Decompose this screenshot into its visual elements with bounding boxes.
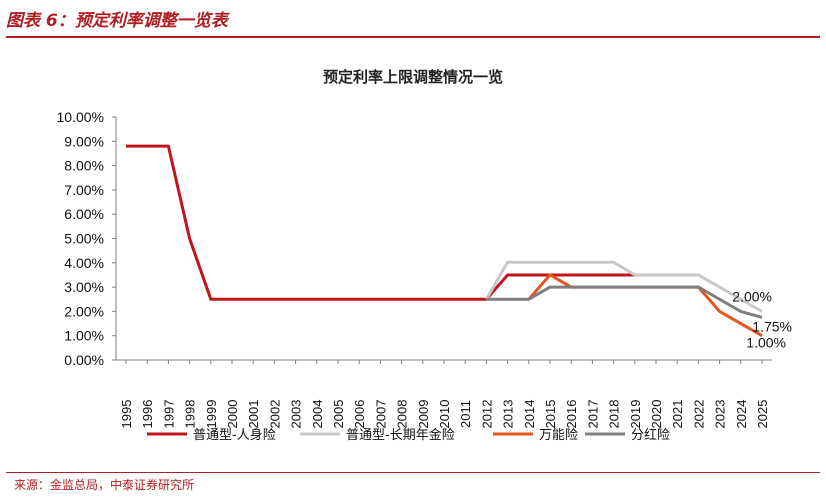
x-tick-label: 2022 xyxy=(691,400,706,429)
x-tick-label: 2009 xyxy=(416,400,431,429)
y-tick-label: 4.00% xyxy=(64,255,104,271)
x-tick-label: 2006 xyxy=(352,400,367,429)
y-tick-label: 3.00% xyxy=(64,279,104,295)
y-tick-label: 7.00% xyxy=(64,182,104,198)
y-tick-label: 2.00% xyxy=(64,303,104,319)
x-tick-label: 2013 xyxy=(501,400,516,429)
x-tick-label: 2014 xyxy=(522,400,537,429)
figure-title: 图表 6：预定利率调整一览表 xyxy=(6,11,228,31)
data-label: 1.75% xyxy=(752,318,792,334)
data-label: 1.00% xyxy=(746,335,786,351)
x-tick-label: 1995 xyxy=(119,400,134,429)
y-tick-label: 10.00% xyxy=(57,109,104,125)
x-tick-label: 1999 xyxy=(204,400,219,429)
x-tick-label: 2025 xyxy=(755,400,770,429)
header-rule xyxy=(6,36,820,38)
x-tick-label: 2020 xyxy=(649,400,664,429)
x-tick-label: 2011 xyxy=(458,400,473,428)
legend: 普通型-人身险 普通型-长期年金险 万能险 分红险 xyxy=(147,427,670,443)
y-tick-label: 0.00% xyxy=(64,352,104,368)
data-labels: 2.00% 1.75%1.00% xyxy=(732,288,792,350)
data-label: 2.00% xyxy=(732,288,772,304)
x-tick-label: 2018 xyxy=(607,400,622,429)
footer-rule xyxy=(6,472,820,473)
series-line-2 xyxy=(527,273,763,338)
line-chart: 预定利率上限调整情况一览 0.00% 1.00% 2.00% 3.00% 4.00% 5.… xyxy=(57,68,792,443)
x-tick-label: 2016 xyxy=(564,400,579,429)
series-layer xyxy=(126,144,763,338)
x-axis: 1995 1996 1997 1998 1999 2000 2001 2002 2003 2004… xyxy=(116,359,772,429)
chart-title: 预定利率上限调整情况一览 xyxy=(323,68,503,86)
x-tick-label: 2001 xyxy=(246,400,261,429)
x-tick-label: 1997 xyxy=(161,400,176,429)
y-tick-label: 6.00% xyxy=(64,206,104,222)
x-tick-label: 2019 xyxy=(628,400,643,429)
y-tick-label: 5.00% xyxy=(64,231,104,247)
legend-label: 普通型-人身险 xyxy=(193,427,276,443)
y-tick-label: 9.00% xyxy=(64,133,104,149)
x-tick-label: 2017 xyxy=(585,400,600,429)
x-tick-label: 1998 xyxy=(183,400,198,429)
legend-label: 分红险 xyxy=(631,427,670,443)
x-tick-label: 2024 xyxy=(734,400,749,429)
x-tick-label: 2005 xyxy=(331,400,346,429)
x-tick-label: 2012 xyxy=(479,400,494,429)
x-tick-label: 2021 xyxy=(670,400,685,429)
y-tick-label: 1.00% xyxy=(64,328,104,344)
series-line-1 xyxy=(485,260,763,313)
x-tick-label: 2015 xyxy=(543,400,558,429)
x-tick-label: 2023 xyxy=(713,400,728,429)
x-tick-label: 2002 xyxy=(267,400,282,429)
x-tick-label: 2000 xyxy=(225,400,240,429)
x-tick-label: 2003 xyxy=(289,400,304,429)
y-tick-label: 8.00% xyxy=(64,158,104,174)
legend-label: 普通型-长期年金险 xyxy=(346,427,455,443)
y-axis: 0.00% 1.00% 2.00% 3.00% 4.00% 5.00% 6.00% 7.00%… xyxy=(57,109,117,368)
series-line-3 xyxy=(486,285,763,319)
series-line-0 xyxy=(126,144,635,301)
x-tick-label: 2007 xyxy=(373,400,388,429)
x-tick-label: 2004 xyxy=(310,400,325,429)
x-tick-label: 1996 xyxy=(140,400,155,429)
x-tick-label: 2008 xyxy=(395,400,410,429)
x-tick-label: 2010 xyxy=(437,400,452,429)
legend-label: 万能险 xyxy=(539,428,578,443)
source-note: 来源：金监总局，中泰证券研究所 xyxy=(14,478,195,492)
